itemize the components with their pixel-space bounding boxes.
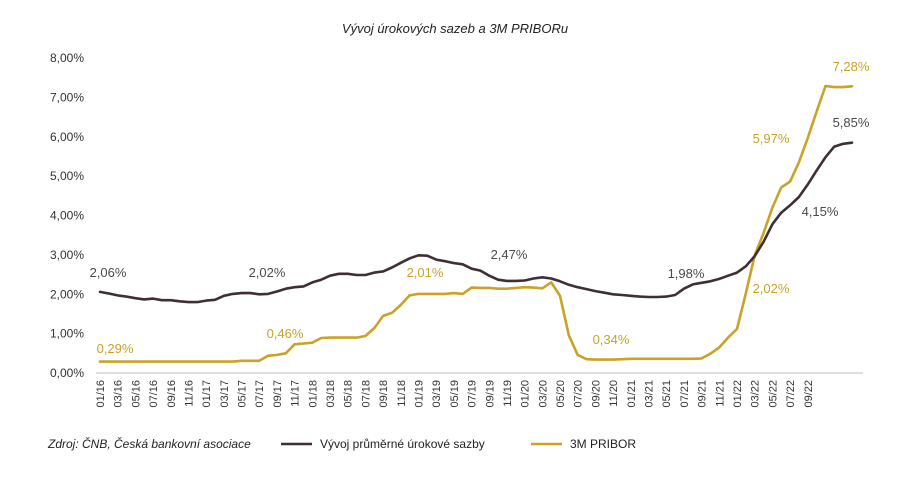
data-label-pribor: 2,01% [407, 265, 444, 280]
x-tick-label: 09/22 [803, 380, 815, 408]
source-note: Zdroj: ČNB, Česká bankovní asociace [47, 436, 251, 451]
x-tick-label: 11/18 [396, 380, 408, 407]
y-tick-label: 0,00% [50, 366, 84, 380]
series-line-pribor [98, 84, 854, 363]
x-tick-label: 09/16 [166, 380, 178, 408]
y-tick-label: 6,00% [50, 130, 84, 144]
x-tick-label: 05/18 [343, 380, 355, 408]
x-tick-label: 05/19 [449, 380, 461, 408]
series-line-avg-rate [98, 141, 854, 304]
x-tick-label: 11/20 [608, 380, 620, 407]
x-tick-label: 07/21 [679, 380, 691, 408]
y-axis: 0,00% 1,00% 2,00% 3,00% 4,00% 5,00% 6,00% 7,00%… [50, 51, 84, 380]
x-tick-label: 11/16 [183, 380, 195, 407]
x-tick-label: 11/19 [502, 380, 514, 407]
x-tick-label: 05/20 [555, 380, 567, 408]
x-tick-label: 01/20 [520, 380, 532, 408]
x-tick-label: 03/22 [750, 380, 762, 408]
x-axis: 01/16 03/16 05/16 07/16 09/16 11/16 01/17 03/17… [95, 380, 815, 408]
x-tick-label: 07/18 [360, 380, 372, 408]
x-tick-label: 07/22 [785, 380, 797, 408]
x-tick-label: 09/17 [272, 380, 284, 408]
y-tick-label: 8,00% [50, 51, 84, 65]
data-label-pribor: 0,29% [97, 341, 134, 356]
data-labels: 2,06% 2,02% 2,47% 1,98% 4,15% 5,85% 0,29% 0,46%… [90, 59, 870, 356]
x-tick-label: 11/21 [714, 380, 726, 407]
x-tick-label: 03/19 [431, 380, 443, 408]
x-tick-label: 05/17 [237, 380, 249, 408]
x-tick-label: 07/20 [573, 380, 585, 408]
x-tick-label: 05/22 [767, 380, 779, 408]
x-tick-label: 01/16 [95, 380, 107, 408]
plot-area [98, 84, 854, 363]
data-label-avg-rate: 2,06% [90, 265, 127, 280]
y-tick-label: 4,00% [50, 209, 84, 223]
x-tick-label: 03/16 [113, 380, 125, 408]
data-label-avg-rate: 4,15% [802, 204, 839, 219]
x-tick-label: 05/16 [130, 380, 142, 408]
x-tick-label: 03/21 [644, 380, 656, 408]
legend-label-avg-rate: Vývoj průměrné úrokové sazby [320, 437, 485, 451]
x-tick-label: 05/21 [661, 380, 673, 408]
x-tick-label: 07/17 [254, 380, 266, 408]
y-tick-label: 1,00% [50, 327, 84, 341]
x-tick-label: 09/19 [484, 380, 496, 408]
data-label-avg-rate: 1,98% [668, 266, 705, 281]
x-tick-label: 07/16 [148, 380, 160, 408]
chart-title: Vývoj úrokových sazeb a 3M PRIBORu [342, 21, 568, 36]
x-tick-label: 03/18 [325, 380, 337, 408]
x-tick-label: 09/21 [697, 380, 709, 408]
x-tick-label: 01/17 [201, 380, 213, 408]
y-tick-label: 3,00% [50, 248, 84, 262]
legend-label-pribor: 3M PRIBOR [570, 437, 636, 451]
y-tick-label: 5,00% [50, 169, 84, 183]
y-tick-label: 7,00% [50, 90, 84, 104]
x-tick-label: 01/21 [626, 380, 638, 408]
x-tick-label: 09/20 [590, 380, 602, 408]
data-label-pribor: 0,34% [593, 332, 630, 347]
x-tick-label: 01/19 [413, 380, 425, 408]
data-label-avg-rate: 2,02% [249, 265, 286, 280]
x-tick-label: 01/22 [732, 380, 744, 408]
x-tick-label: 11/17 [290, 380, 302, 407]
x-tick-label: 09/18 [378, 380, 390, 408]
x-tick-label: 07/19 [467, 380, 479, 408]
data-label-avg-rate: 5,85% [833, 115, 870, 130]
x-tick-label: 01/18 [307, 380, 319, 408]
data-label-pribor: 5,97% [753, 131, 790, 146]
data-label-pribor: 2,02% [753, 281, 790, 296]
x-tick-label: 03/17 [219, 380, 231, 408]
x-tick-label: 03/20 [537, 380, 549, 408]
legend: Vývoj průměrné úrokové sazby 3M PRIBOR [281, 437, 636, 451]
data-label-pribor: 7,28% [833, 59, 870, 74]
data-label-avg-rate: 2,47% [491, 247, 528, 262]
data-label-pribor: 0,46% [267, 326, 304, 341]
y-tick-label: 2,00% [50, 287, 84, 301]
